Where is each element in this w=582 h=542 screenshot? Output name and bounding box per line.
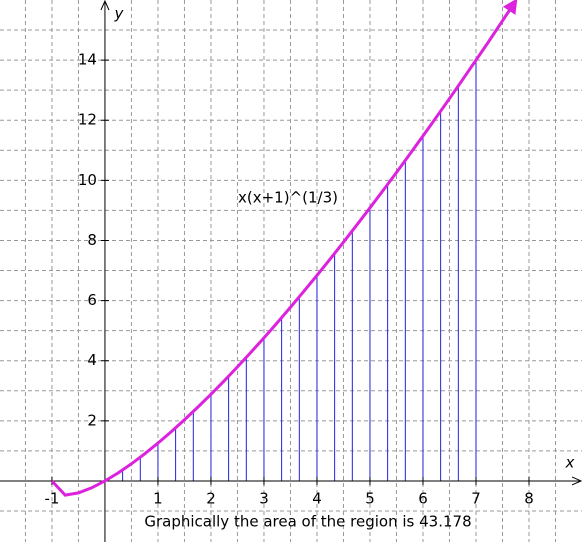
y-tick-label: 8 <box>87 231 97 249</box>
x-tick-label: 7 <box>471 489 481 507</box>
x-axis-label: x <box>565 453 575 471</box>
x-tick-label: 1 <box>153 489 163 507</box>
y-tick-label: 4 <box>87 351 97 369</box>
x-tick-label: -1 <box>44 489 59 507</box>
y-axis-arrow <box>100 0 110 11</box>
function-label: x(x+1)^(1/3) <box>238 189 338 207</box>
area-note: Graphically the area of the region is 43… <box>144 513 471 531</box>
x-tick-label: 3 <box>259 489 269 507</box>
x-tick-label: 2 <box>206 489 216 507</box>
y-tick-label: 6 <box>87 291 97 309</box>
y-tick-label: 12 <box>78 111 97 129</box>
x-axis-arrow <box>571 476 582 486</box>
y-tick-label: 2 <box>87 411 97 429</box>
y-tick-label: 10 <box>78 171 97 189</box>
function-curve <box>50 0 518 497</box>
y-axis-label: y <box>114 5 125 23</box>
x-tick-label: 5 <box>365 489 375 507</box>
y-tick-label: 14 <box>78 51 97 69</box>
x-tick-label: 4 <box>312 489 322 507</box>
x-tick-label: 6 <box>418 489 428 507</box>
x-tick-label: 8 <box>524 489 534 507</box>
